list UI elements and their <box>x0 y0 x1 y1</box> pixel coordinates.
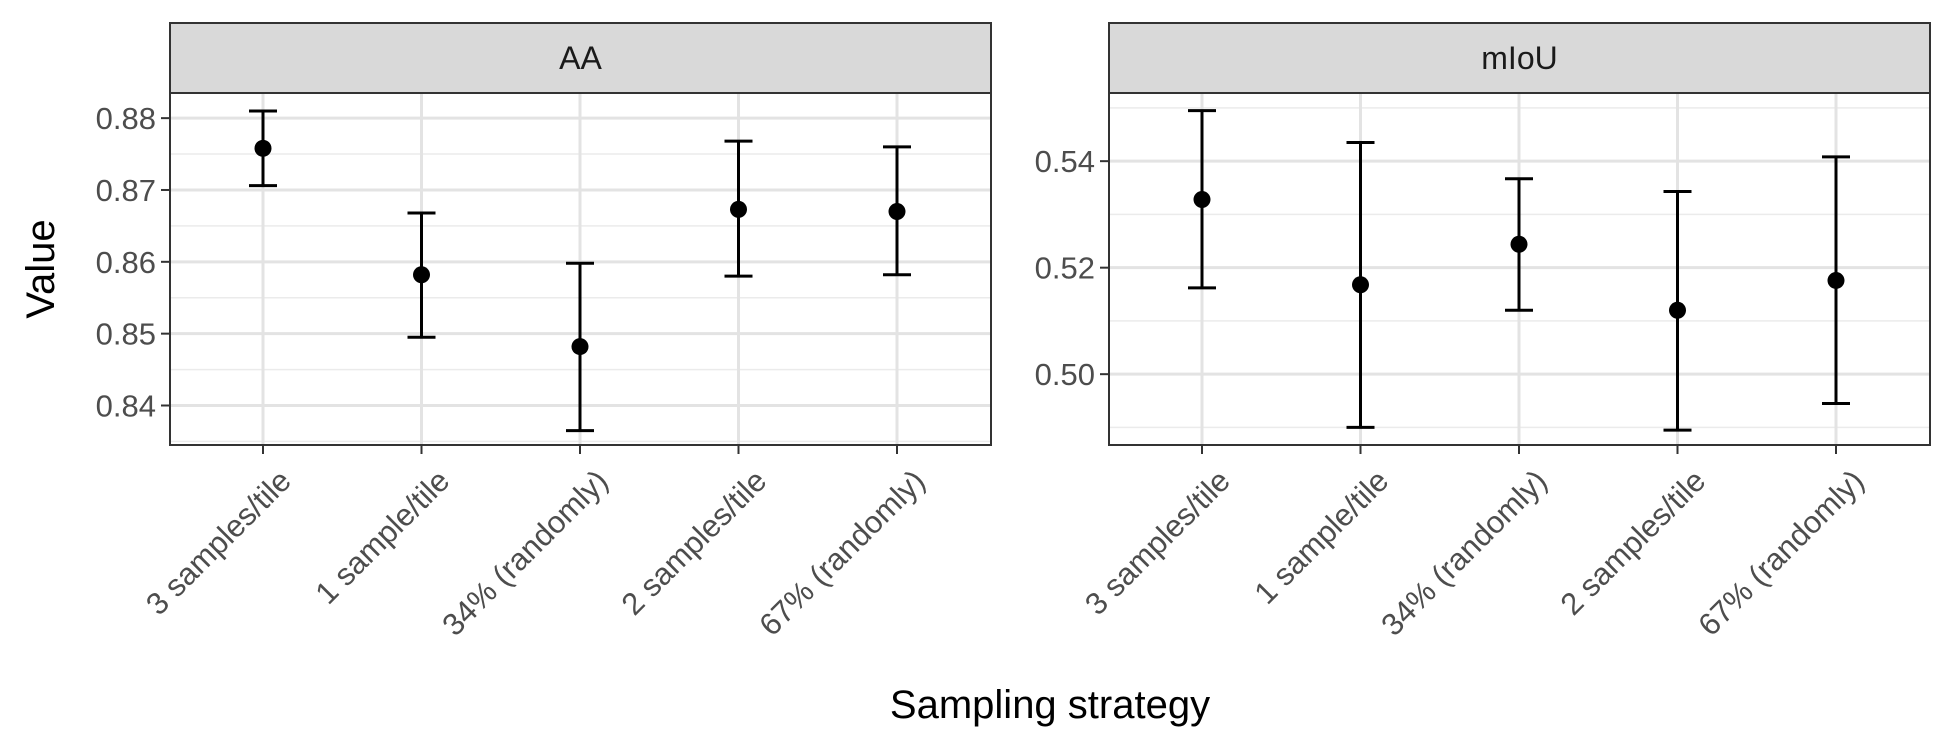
y-tick-label: 0.54 <box>1035 144 1095 179</box>
y-tick-label: 0.88 <box>96 101 156 136</box>
x-tick-label: 1 sample/tile <box>1247 463 1395 611</box>
mean-point <box>1352 276 1369 294</box>
mean-point <box>1193 191 1211 209</box>
mean-point <box>1510 235 1528 253</box>
mean-point <box>571 338 589 356</box>
y-tick-label: 0.52 <box>1035 251 1095 286</box>
x-tick-label: 2 samples/tile <box>615 463 774 622</box>
y-tick-label: 0.50 <box>1035 357 1095 392</box>
x-tick-label: 67% (randomly) <box>752 463 931 642</box>
x-tick-label: 3 samples/tile <box>1078 463 1237 622</box>
y-axis-title: Value <box>19 219 63 318</box>
mean-point <box>413 266 430 284</box>
x-tick-label: 3 samples/tile <box>139 463 298 622</box>
x-tick-label: 34% (randomly) <box>1374 463 1553 642</box>
facet-strip <box>1108 22 1931 94</box>
y-tick-label: 0.84 <box>96 388 156 423</box>
x-tick-label: 67% (randomly) <box>1691 463 1870 642</box>
x-axis-title: Sampling strategy <box>890 683 1210 727</box>
x-tick-label: 2 samples/tile <box>1554 463 1713 622</box>
mean-point <box>730 200 747 218</box>
facet-strip-label: AA <box>559 40 602 76</box>
mean-point <box>888 203 906 221</box>
y-tick-label: 0.87 <box>96 173 156 208</box>
facet-strip <box>169 22 992 94</box>
y-tick-label: 0.85 <box>96 317 156 352</box>
y-tick-label: 0.86 <box>96 245 156 280</box>
mean-point <box>254 139 272 157</box>
mean-point <box>1669 301 1686 319</box>
x-tick-label: 1 sample/tile <box>308 463 456 611</box>
x-tick-label: 34% (randomly) <box>435 463 614 642</box>
mean-point <box>1827 271 1845 289</box>
facet-strip-label: mIoU <box>1481 40 1557 76</box>
